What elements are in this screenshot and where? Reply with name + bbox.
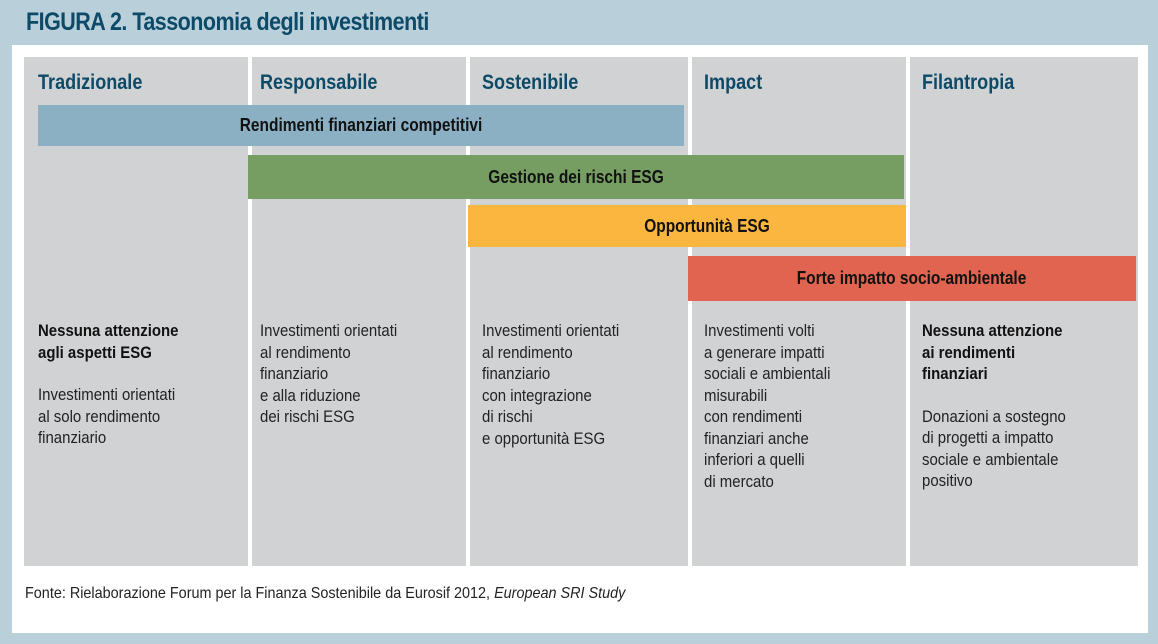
text-line: con integrazione [482,385,592,405]
text-line: dei rischi ESG [260,407,355,426]
bar-forte-impatto: Forte impatto socio-ambientale [688,256,1136,301]
bar-gestione-rischi-esg: Gestione dei rischi ESG [248,155,904,199]
column-description: Nessuna attenzione ai rendimenti finanzi… [922,320,1066,492]
source-text: Fonte: Rielaborazione Forum per la Finan… [25,585,495,602]
text-line: al rendimento [482,342,573,362]
column-description: Nessuna attenzione agli aspetti ESG Inve… [38,320,178,449]
source-title: European SRI Study [494,585,626,602]
text-line: al solo rendimento [38,406,161,426]
text-line: con rendimenti [704,407,803,426]
bar-label: Opportunità ESG [644,215,770,236]
bar-label: Gestione dei rischi ESG [488,166,664,187]
column-header: Filantropia [922,71,1015,94]
text-line: e alla riduzione [260,385,361,405]
text-line: di progetti a impatto [922,428,1054,447]
bar-opportunita-esg: Opportunità ESG [468,205,906,247]
bold-line: agli aspetti ESG [38,342,152,362]
text-line: sociali e ambientali [704,364,831,383]
column-filantropia: Filantropia Nessuna attenzione ai rendim… [910,57,1138,566]
text-line: a generare impatti [704,342,825,362]
text-line: Donazioni a sostegno [922,406,1066,426]
column-description: Investimenti orientati al rendimento fin… [260,320,397,428]
text-line: di rischi [482,407,533,426]
source-note: Fonte: Rielaborazione Forum per la Finan… [25,585,625,603]
column-header: Sostenibile [482,71,579,94]
text-line: di mercato [704,471,774,491]
bold-line: Nessuna attenzione [38,321,179,340]
text-line: Investimenti volti [704,321,815,340]
bold-line: ai rendimenti [922,342,1016,362]
bar-label: Forte impatto socio-ambientale [797,268,1027,288]
text-line: Investimenti orientati [38,385,176,404]
column-header: Tradizionale [38,71,143,94]
text-line: finanziario [38,428,107,447]
text-line: finanziario [482,364,551,383]
text-line: finanziario [260,364,329,383]
column-impact: Impact Investimenti volti a generare imp… [692,57,906,566]
text-line: Investimenti orientati [260,321,398,340]
column-description: Investimenti orientati al rendimento fin… [482,320,619,449]
text-line: misurabili [704,385,768,405]
title-tab: FIGURA 2. Tassonomia degli investimenti [12,0,512,45]
text-line: inferiori a quelli [704,450,805,469]
column-header: Responsabile [260,71,378,94]
text-line: e opportunità ESG [482,428,606,448]
text-line: positivo [922,471,973,490]
text-line: al rendimento [260,342,351,362]
bar-rendimenti-finanziari: Rendimenti finanziari competitivi [38,105,684,146]
figure-title: FIGURA 2. Tassonomia degli investimenti [26,8,429,36]
bar-label: Rendimenti finanziari competitivi [239,115,483,135]
column-header: Impact [704,71,763,94]
bold-line: finanziari [922,364,988,383]
text-line: Investimenti orientati [482,321,620,340]
column-description: Investimenti volti a generare impatti so… [704,320,830,492]
bold-line: Nessuna attenzione [922,321,1063,340]
text-line: sociale e ambientale [922,449,1059,469]
text-line: finanziari anche [704,428,809,448]
